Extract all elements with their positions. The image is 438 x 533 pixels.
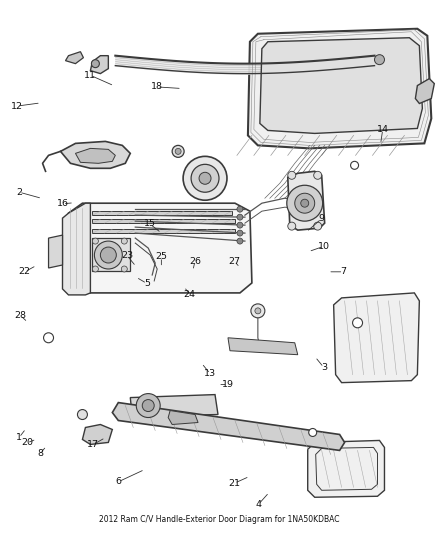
Text: 6: 6	[116, 477, 122, 486]
Circle shape	[183, 156, 227, 200]
Text: 11: 11	[84, 71, 96, 80]
Text: 20: 20	[21, 439, 33, 447]
Circle shape	[237, 238, 243, 244]
Polygon shape	[63, 203, 90, 295]
Polygon shape	[168, 410, 198, 424]
Text: 16: 16	[57, 199, 69, 208]
Polygon shape	[90, 55, 108, 74]
Polygon shape	[288, 171, 325, 230]
Circle shape	[255, 308, 261, 314]
Polygon shape	[67, 203, 252, 293]
Text: 10: 10	[318, 242, 330, 251]
Text: 1: 1	[16, 433, 22, 442]
Circle shape	[237, 230, 243, 236]
Text: 24: 24	[184, 289, 195, 298]
Circle shape	[237, 222, 243, 228]
Circle shape	[288, 171, 296, 179]
Text: 25: 25	[155, 253, 167, 261]
Circle shape	[92, 238, 99, 244]
Polygon shape	[82, 424, 112, 445]
Polygon shape	[92, 229, 235, 233]
Text: 8: 8	[37, 449, 43, 458]
Circle shape	[142, 400, 154, 411]
Text: 26: 26	[189, 257, 201, 265]
Text: 23: 23	[121, 252, 134, 261]
Text: 4: 4	[255, 500, 261, 509]
Circle shape	[314, 222, 321, 230]
Text: 2012 Ram C/V Handle-Exterior Door Diagram for 1NA50KDBAC: 2012 Ram C/V Handle-Exterior Door Diagra…	[99, 515, 339, 524]
Text: 2: 2	[16, 188, 22, 197]
Circle shape	[314, 171, 321, 179]
Circle shape	[92, 60, 99, 68]
Text: 17: 17	[87, 440, 99, 449]
Circle shape	[191, 164, 219, 192]
Text: 9: 9	[318, 214, 325, 223]
Circle shape	[100, 247, 117, 263]
Circle shape	[172, 146, 184, 157]
Circle shape	[136, 393, 160, 417]
Circle shape	[121, 266, 127, 272]
Circle shape	[287, 185, 323, 221]
Text: 21: 21	[228, 479, 240, 488]
Polygon shape	[92, 211, 232, 215]
Polygon shape	[75, 148, 115, 163]
Circle shape	[350, 161, 359, 169]
Text: 5: 5	[144, 279, 150, 288]
Polygon shape	[66, 52, 83, 63]
Polygon shape	[130, 394, 218, 416]
Circle shape	[251, 304, 265, 318]
Polygon shape	[334, 293, 419, 383]
Circle shape	[43, 333, 53, 343]
Circle shape	[199, 172, 211, 184]
Circle shape	[237, 206, 243, 212]
Polygon shape	[92, 238, 130, 271]
Circle shape	[95, 241, 122, 269]
Text: 27: 27	[228, 257, 240, 265]
Text: 7: 7	[340, 268, 346, 276]
Polygon shape	[260, 38, 422, 133]
Text: 13: 13	[204, 369, 216, 378]
Polygon shape	[415, 78, 434, 103]
Circle shape	[295, 193, 314, 213]
Circle shape	[301, 199, 309, 207]
Polygon shape	[92, 219, 235, 223]
Text: 14: 14	[377, 125, 389, 134]
Polygon shape	[49, 235, 63, 268]
Circle shape	[237, 214, 243, 220]
Circle shape	[353, 318, 363, 328]
Polygon shape	[60, 141, 130, 168]
Circle shape	[121, 238, 127, 244]
Polygon shape	[112, 402, 345, 450]
Text: 19: 19	[222, 380, 234, 389]
Text: 3: 3	[321, 363, 327, 372]
Circle shape	[92, 266, 99, 272]
Circle shape	[309, 429, 317, 437]
Polygon shape	[228, 338, 298, 355]
Circle shape	[288, 222, 296, 230]
Polygon shape	[361, 44, 392, 78]
Polygon shape	[248, 29, 431, 148]
Text: 28: 28	[14, 311, 26, 320]
Circle shape	[78, 409, 88, 419]
Polygon shape	[308, 440, 385, 497]
Circle shape	[374, 55, 385, 64]
Circle shape	[175, 148, 181, 155]
Text: 18: 18	[151, 83, 163, 92]
Text: 15: 15	[144, 220, 156, 229]
Text: 22: 22	[19, 268, 31, 276]
Text: 12: 12	[11, 102, 23, 110]
